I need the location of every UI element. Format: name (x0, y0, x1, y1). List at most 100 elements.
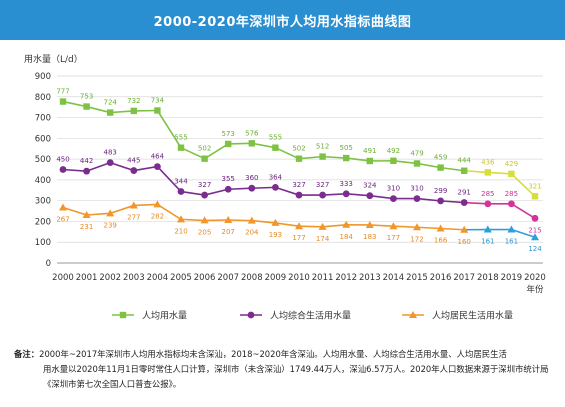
data-point (272, 144, 279, 151)
x-tick-label: 2006 (194, 273, 216, 283)
x-tick-label: 2020 (524, 273, 546, 283)
series-line-segment (86, 105, 111, 114)
data-point (106, 159, 114, 167)
legend-marker (119, 311, 127, 319)
data-point (343, 154, 350, 162)
data-label: 442 (80, 157, 93, 165)
series-line-segment (62, 206, 87, 216)
data-label: 277 (127, 213, 140, 221)
data-label: 491 (363, 147, 376, 155)
data-label: 364 (269, 173, 283, 181)
data-point (437, 197, 444, 205)
data-label: 193 (269, 231, 282, 239)
data-label: 360 (245, 174, 258, 182)
y-tick-label: 500 (35, 155, 51, 165)
line-chart: 用水量（L/d） 0 100 200 300 400 500 600 700 800 900 2000… (24, 53, 546, 322)
data-point (507, 225, 516, 233)
x-tick-label: 2000 (52, 273, 74, 283)
data-point (129, 201, 138, 209)
data-label: 285 (505, 190, 518, 198)
data-point (59, 166, 67, 173)
series-line-segment (464, 201, 488, 205)
data-point (153, 200, 162, 208)
data-point (272, 183, 279, 191)
series-line-segment (228, 142, 252, 145)
data-label: 239 (104, 221, 117, 229)
series-line-segment (204, 143, 229, 160)
legend-label: 人均综合生活用水量 (270, 310, 351, 322)
series-line-segment (322, 193, 347, 196)
data-label: 291 (458, 189, 471, 197)
data-point (82, 211, 91, 219)
data-point (319, 153, 326, 160)
x-axis-label: 年份 (526, 284, 544, 295)
data-label: 204 (245, 229, 259, 237)
y-tick-label: 300 (35, 197, 51, 207)
data-label: 324 (363, 182, 377, 190)
data-point (413, 160, 421, 167)
data-point (460, 225, 469, 233)
series-line-segment (511, 228, 536, 238)
data-label: 444 (458, 157, 472, 165)
series-line-segment (369, 194, 394, 200)
data-label: 299 (434, 187, 447, 195)
series-line-segment (251, 186, 276, 189)
series-line-segment (322, 155, 347, 159)
series-line-segment (298, 155, 323, 160)
data-point (413, 195, 421, 202)
series-line-segment (228, 187, 252, 191)
x-tick-label: 2002 (99, 273, 121, 283)
data-label: 160 (458, 238, 471, 246)
data-point (389, 222, 398, 230)
data-point (484, 169, 491, 176)
series-line-segment (180, 146, 205, 160)
data-label: 161 (505, 238, 518, 246)
data-point (177, 144, 185, 151)
series-line-segment (86, 212, 111, 216)
series-line-segment (393, 159, 418, 165)
data-label: 464 (151, 153, 165, 161)
data-point (483, 225, 492, 233)
series-line-segment (86, 161, 111, 172)
series-line-segment (510, 173, 536, 197)
data-label: 445 (127, 157, 140, 165)
chart-title: 2000-2020年深圳市人均用水指标曲线图 (153, 14, 412, 30)
legend-marker (409, 311, 417, 318)
series-line-segment (180, 218, 205, 222)
y-tick-label: 100 (35, 238, 51, 248)
data-point (461, 167, 468, 174)
footnote-label: 备注： (14, 349, 40, 359)
series-line-segment (133, 203, 158, 207)
data-point (130, 167, 138, 174)
data-label: 177 (292, 234, 305, 242)
data-label: 502 (198, 145, 211, 153)
series-line-segment (204, 188, 229, 196)
data-label: 166 (434, 237, 448, 245)
data-point (531, 233, 539, 241)
data-point (295, 222, 303, 230)
series-line-segment (440, 166, 465, 172)
data-label: 724 (104, 99, 118, 107)
data-label: 327 (316, 181, 329, 189)
data-point (508, 200, 515, 208)
data-label: 483 (104, 149, 117, 157)
data-label: 124 (528, 245, 542, 253)
data-label: 215 (528, 226, 541, 234)
series-line-segment (298, 225, 323, 228)
data-label: 310 (387, 185, 400, 193)
legend-label: 人均居民生活用水量 (432, 310, 513, 322)
data-point (365, 220, 374, 228)
data-label: 732 (127, 97, 140, 105)
data-label: 210 (174, 227, 187, 235)
data-point (366, 192, 374, 200)
data-label: 512 (316, 143, 329, 151)
data-label: 285 (481, 190, 494, 198)
data-label: 333 (340, 180, 353, 188)
footnote: 备注：2000年~2017年深圳市人均用水指标均未含深汕，2018~2020年含… (14, 347, 554, 392)
data-point (366, 157, 373, 165)
data-label: 310 (410, 185, 423, 193)
x-tick-label: 2017 (453, 273, 475, 283)
data-label: 429 (505, 160, 518, 168)
series-line-segment (416, 162, 441, 169)
data-point (390, 195, 397, 202)
